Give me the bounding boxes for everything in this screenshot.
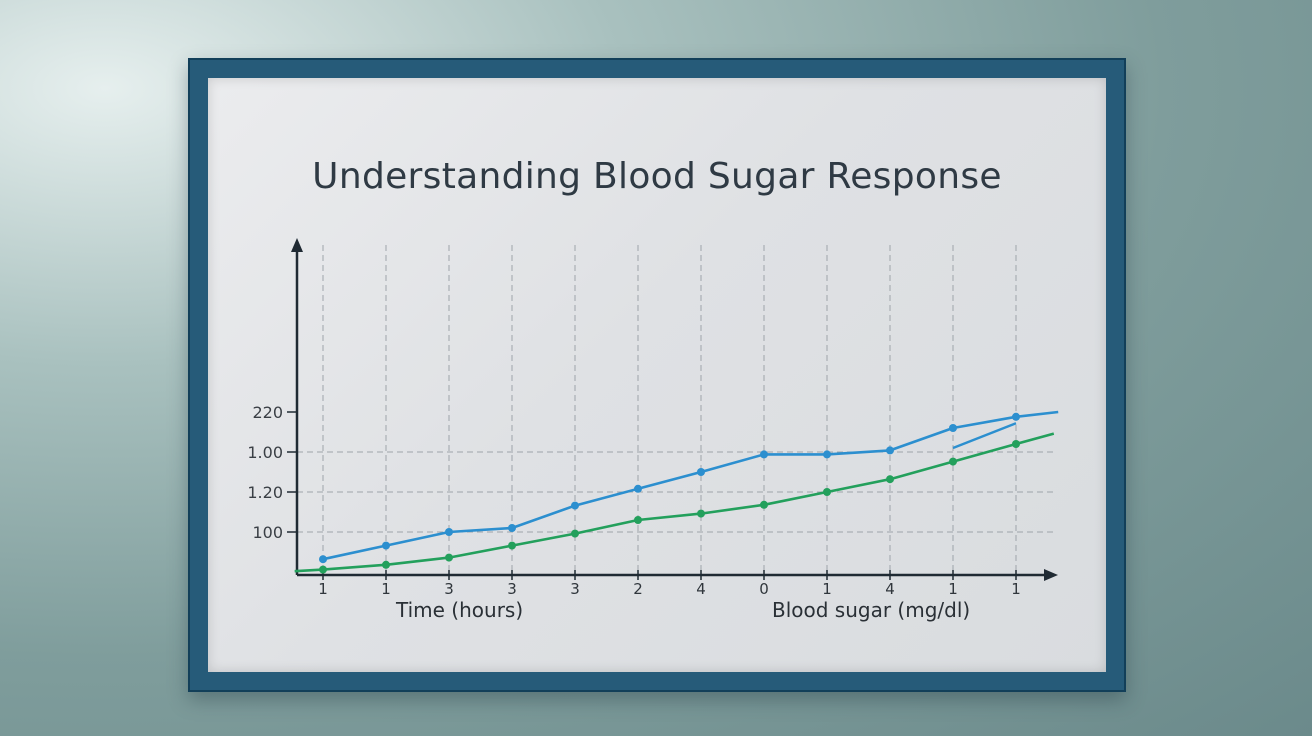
data-point xyxy=(445,528,453,536)
x-tick-label: 3 xyxy=(444,580,454,598)
data-point xyxy=(571,529,579,538)
data-point xyxy=(949,424,957,432)
data-point xyxy=(382,560,390,569)
series-2 xyxy=(294,432,1055,574)
y-ticks: 100 1.20 1.00 220 xyxy=(247,403,297,542)
y-axis-label: Blood sugar (mg/dl) xyxy=(772,598,970,622)
data-point xyxy=(445,553,453,562)
chart-frame: Understanding Blood Sugar Response xyxy=(188,58,1126,692)
x-tick-label: 1 xyxy=(381,580,391,598)
chart-grid xyxy=(297,245,1056,575)
series-line-segment xyxy=(952,422,1017,450)
x-tick-label: 1 xyxy=(948,580,958,598)
chart-title: Understanding Blood Sugar Response xyxy=(312,156,1002,197)
y-tick-label: 1.00 xyxy=(247,443,283,462)
x-ticks: 1 1 3 3 3 2 4 0 1 4 1 1 xyxy=(318,570,1021,598)
x-tick-label: 3 xyxy=(570,580,580,598)
data-point xyxy=(634,484,642,493)
data-point xyxy=(382,541,390,550)
x-tick-label: 2 xyxy=(633,580,643,598)
data-point xyxy=(508,541,516,550)
x-tick-label: 4 xyxy=(696,580,706,598)
data-point xyxy=(1012,412,1020,421)
data-point xyxy=(760,500,768,509)
data-point xyxy=(697,468,705,476)
chart-axes xyxy=(291,238,1058,581)
data-point xyxy=(571,501,579,510)
series-line xyxy=(294,432,1055,573)
data-point xyxy=(949,457,957,466)
x-tick-label: 4 xyxy=(885,580,895,598)
data-point xyxy=(697,509,705,518)
data-point xyxy=(886,446,894,455)
data-point xyxy=(823,488,831,496)
series-1 xyxy=(319,410,1059,564)
y-tick-label: 1.20 xyxy=(247,483,283,502)
data-point xyxy=(319,555,327,564)
data-point xyxy=(634,516,642,524)
data-point xyxy=(823,450,831,459)
x-tick-label: 1 xyxy=(1011,580,1021,598)
x-axis-arrow xyxy=(1044,569,1058,581)
x-tick-label: 0 xyxy=(759,580,769,598)
series-line xyxy=(322,415,1017,561)
data-point xyxy=(1012,440,1020,448)
data-point xyxy=(319,565,327,574)
x-axis-label: Time (hours) xyxy=(395,598,523,622)
x-tick-label: 3 xyxy=(507,580,517,598)
data-point xyxy=(760,450,768,459)
x-tick-label: 1 xyxy=(318,580,328,598)
y-tick-label: 100 xyxy=(252,523,283,542)
x-tick-label: 1 xyxy=(822,580,832,598)
data-point xyxy=(508,524,516,532)
series-line-extension xyxy=(1015,410,1059,419)
y-tick-label: 220 xyxy=(252,403,283,422)
series-layer xyxy=(294,410,1059,574)
data-point xyxy=(886,475,894,484)
y-axis-arrow xyxy=(291,238,303,252)
